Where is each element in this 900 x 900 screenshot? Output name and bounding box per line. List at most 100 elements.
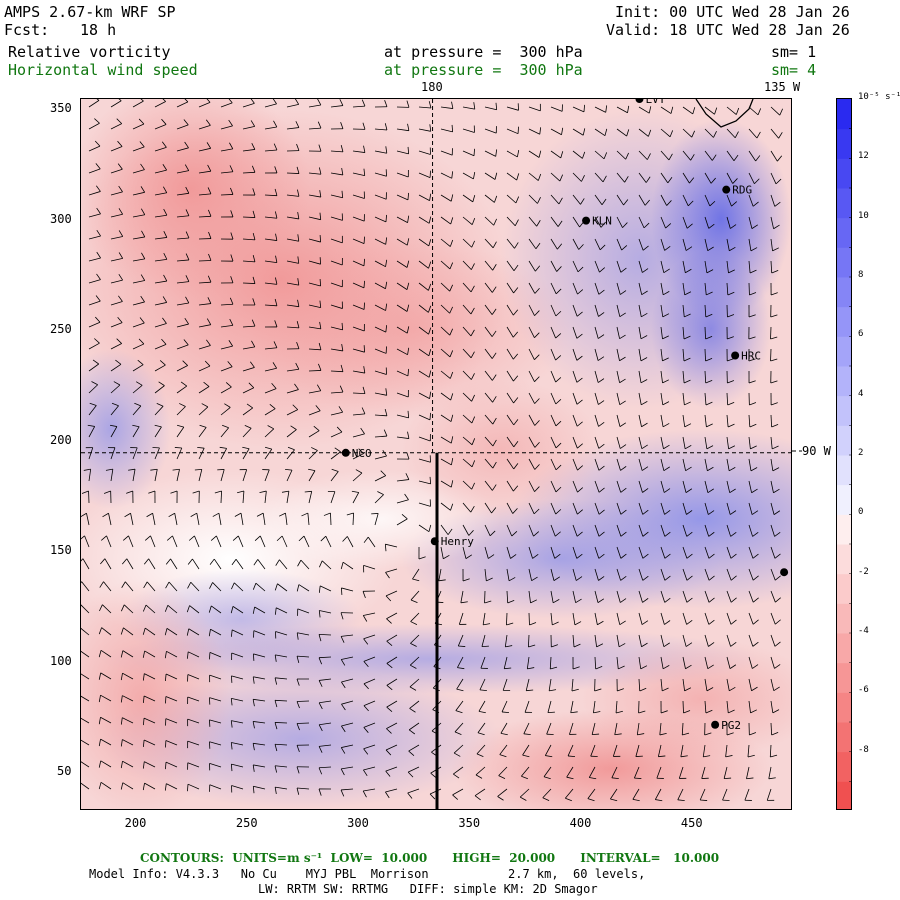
wind-barb-flag [274,188,278,196]
wind-barb-shaft [478,700,486,712]
wind-barb-flag [281,490,289,493]
wind-barb-flag [494,172,498,180]
wind-barb-flag [582,128,586,136]
wind-barb-shaft [682,238,687,251]
wind-barb-flag [340,636,345,643]
wind-barb-flag [619,378,626,384]
colorbar-tick-label: -2 [858,566,869,577]
wind-barb-flag [410,664,417,669]
wind-barb-shaft [660,480,665,493]
wind-barb-flag [140,295,145,303]
wind-barb-flag [577,465,584,471]
y-tick-label: 250 [50,322,72,337]
valid-time: Valid: 18 UTC Wed 28 Jan 26 [606,21,850,39]
wind-barb-shaft [748,524,753,537]
wind-barb-flag [770,336,778,340]
wind-barb-flag [197,446,205,449]
wind-barb-flag [513,419,519,426]
wind-barb-flag [135,381,143,386]
wind-barb-shaft [220,469,225,482]
wind-barb-shaft [682,392,685,405]
wind-barb-flag [600,221,606,228]
wind-barb-shaft [462,106,475,110]
wind-barb-flag [251,319,256,327]
wind-barb-shaft [612,744,618,757]
wind-barb-shaft [237,535,244,548]
wind-barb-flag [120,650,124,658]
wind-barb-shaft [484,546,489,559]
wind-barb-shaft [100,781,112,790]
wind-barb-shaft [108,513,112,526]
wind-barb-shaft [154,405,164,416]
wind-barb-shaft [308,260,321,265]
wind-barb-flag [142,739,145,747]
wind-barb-shaft [125,581,134,592]
wind-barb-flag [274,166,278,174]
wind-barb-flag [534,376,540,382]
wind-barb-shaft [88,384,98,394]
wind-barb-flag [340,587,343,595]
wind-barb-shaft [550,282,557,295]
y-tick-label: 350 [50,101,72,116]
wind-barb-flag [545,755,553,758]
wind-barb-shaft [122,695,134,702]
wind-barb-flag [187,784,189,792]
wind-barb-shaft [176,406,186,416]
wind-barb-shaft [682,590,688,603]
wind-barb-flag [251,142,256,150]
wind-barb-shaft [123,627,134,636]
wind-barb-shaft [231,785,244,790]
wind-barb-shaft [440,128,453,133]
wind-barb-shaft [308,172,321,175]
colorbar-bin [837,603,851,634]
wind-barb-flag [486,577,493,582]
wind-barb-flag [555,486,562,493]
wind-barb-shaft [286,216,299,220]
wind-barb-shaft [770,656,775,669]
wind-barb-shaft [633,766,640,779]
wind-barb-shaft [748,414,751,427]
wind-barb-flag [264,446,272,450]
wind-barb-flag [406,304,410,312]
wind-barb-flag [519,796,527,801]
wind-barb-shaft [81,650,90,658]
wind-barb-shaft [660,216,666,229]
wind-barb-shaft [748,480,752,493]
wind-barb-flag [587,798,595,802]
wind-barb-shaft [506,348,514,360]
wind-barb-flag [207,164,212,172]
wind-barb-shaft [122,739,134,746]
colorbar-tick-label: -6 [858,685,869,696]
wind-barb-shaft [231,629,244,636]
wind-barb-shaft [770,634,776,647]
wind-barb-shaft [264,194,278,197]
wind-barb-shaft [704,524,710,537]
wind-barb-shaft [363,722,376,728]
wind-barb-flag [748,336,756,340]
wind-barb-shaft [770,480,774,493]
wind-barb-shaft [480,656,486,669]
wind-barb-shaft [635,744,640,757]
wind-barb-flag [684,291,692,296]
wind-barb-shaft [748,260,751,273]
wind-barb-flag [362,386,366,394]
model-info: Model Info: V4.3.3 No Cu MYJ PBL Morriso… [89,867,646,881]
wind-barb-flag [619,334,626,340]
wind-barb-shaft [220,427,229,438]
wind-barb-shaft [770,458,774,471]
wind-barb-shaft [638,546,644,559]
wind-barb-flag [186,605,190,613]
wind-barb-shaft [209,651,222,658]
wind-barb-flag [561,127,564,135]
wind-barb-flag [768,777,776,780]
wind-barb-shaft [374,513,379,526]
station-label: Henry [441,535,474,548]
wind-barb-flag [450,217,454,225]
wind-barb-flag [523,733,531,736]
wind-barb-flag [409,686,417,691]
wind-barb-shaft [198,193,211,196]
wind-barb-shaft [572,436,578,449]
y-tick-label: 200 [50,432,72,447]
wind-barb-shaft [144,627,156,636]
wind-barb-shaft [726,282,729,295]
